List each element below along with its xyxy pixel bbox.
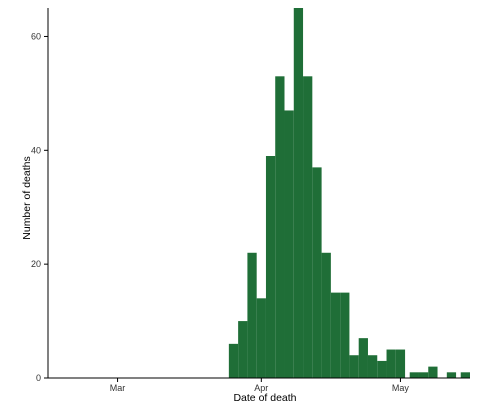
histogram-bar (284, 110, 294, 379)
y-axis-title: Number of deaths (21, 156, 33, 239)
y-tick-label: 20 (31, 259, 41, 269)
histogram-bar (349, 355, 359, 378)
histogram-bar (409, 372, 419, 378)
histogram-bar (395, 349, 406, 378)
histogram-bar (367, 355, 378, 378)
histogram-bar (386, 349, 396, 378)
histogram-bar (275, 76, 285, 378)
y-tick-label: 60 (31, 31, 41, 41)
histogram-bar (238, 321, 248, 378)
histogram-bar (460, 372, 470, 378)
histogram-bar (340, 292, 350, 378)
histogram-bar (247, 252, 257, 378)
y-tick-label: 0 (36, 373, 41, 383)
histogram-bar (321, 252, 331, 378)
histogram-bar (228, 343, 239, 378)
x-tick-label: May (392, 383, 410, 393)
x-axis-ticks: Mar Apr May (110, 378, 410, 393)
x-tick-label: Apr (254, 383, 268, 393)
y-tick-label: 40 (31, 145, 41, 155)
histogram-bar (428, 366, 438, 378)
histogram-bar (377, 360, 387, 378)
histogram-bar (358, 338, 368, 378)
histogram-bar (418, 372, 429, 378)
histogram-bar (293, 8, 304, 378)
x-tick-label: Mar (110, 383, 126, 393)
histogram-bar (446, 372, 457, 378)
histogram-bar (256, 298, 266, 378)
histogram-bars (228, 8, 470, 379)
histogram-bar (330, 292, 341, 378)
histogram-bar (312, 167, 322, 378)
x-axis-title: Date of death (233, 392, 296, 404)
histogram-bar (265, 156, 276, 378)
histogram-bar (303, 76, 313, 378)
y-axis-ticks: 0 20 40 60 (31, 31, 48, 383)
